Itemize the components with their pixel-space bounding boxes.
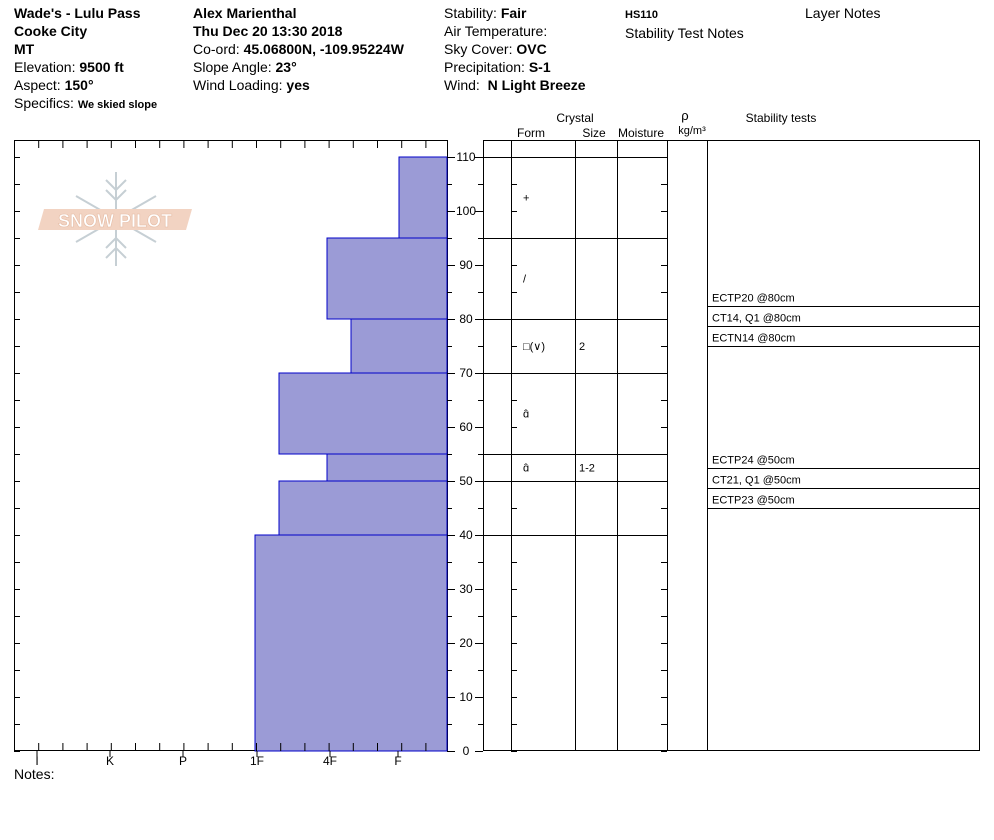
wind-value: N Light Breeze: [487, 77, 586, 93]
depth-tick-label: 60: [459, 420, 473, 434]
depth-tick-label: 20: [459, 636, 473, 650]
snowpilot-logo: SNOW PILOT: [38, 172, 192, 266]
stability-value: Fair: [500, 5, 527, 21]
notes-label: Notes:: [14, 766, 55, 782]
hardness-bar-0: [398, 156, 448, 239]
size-header: Size: [582, 126, 606, 140]
depth-tick-label: 90: [459, 258, 473, 272]
layer-form-4: ɑ̂: [523, 463, 529, 475]
layer-table-columns: [511, 140, 708, 751]
stability-test-label: ECTN14 @80cm: [712, 333, 795, 345]
hardness-tick-label: F: [394, 754, 401, 768]
sky-label: Sky Cover:: [444, 41, 513, 57]
hs-value: HS110: [625, 9, 659, 21]
layer-size-2: 2: [579, 341, 585, 353]
depth-tick-label: 40: [459, 528, 473, 542]
logo-text: SNOW PILOT: [58, 211, 172, 231]
observer-name: Alex Marienthal: [193, 5, 297, 21]
observer-info: Alex Marienthal Thu Dec 20 13:30 2018 Co…: [193, 4, 404, 94]
hardness-bar-5: [278, 480, 448, 536]
stability-test-label: CT21, Q1 @50cm: [712, 475, 801, 487]
hardness-bar-2: [350, 318, 448, 374]
hardness-tick-label: 4F: [323, 754, 337, 768]
depth-tick-label: 100: [456, 204, 476, 218]
sky-value: OVC: [516, 41, 547, 57]
stability-test-rows: ECTP24 @50cm CT21, Q1 @50cm ECTP23 @50cm EC…: [707, 293, 979, 509]
location: Cooke City: [14, 23, 88, 39]
depth-tick-label: 80: [459, 312, 473, 326]
hs-info: HS110 Stability Test Notes: [625, 4, 744, 42]
hardness-tick-label: I: [35, 754, 38, 768]
hardness-tick-labels: I K P 1F 4F F: [35, 751, 402, 768]
slope-label: Slope Angle:: [193, 59, 272, 75]
stability-test-label: ECTP23 @50cm: [712, 495, 795, 507]
frame-ticks: [14, 140, 427, 752]
hardness-tick-label: P: [179, 754, 187, 768]
precip-value: S-1: [528, 59, 551, 75]
depth-tick-label: 30: [459, 582, 473, 596]
stability-test-label: ECTP20 @80cm: [712, 293, 795, 305]
moisture-header: Moisture: [618, 126, 664, 140]
elevation-value: 9500 ft: [79, 59, 124, 75]
weather-info: Stability: Fair Air Temperature: Sky Cov…: [444, 4, 586, 94]
density-unit-header: kg/m³: [678, 125, 706, 137]
stability-tests-header: Stability tests: [746, 111, 817, 125]
elevation-label: Elevation:: [14, 59, 76, 75]
precip-label: Precipitation:: [444, 59, 525, 75]
layer-size-4: 1-2: [579, 463, 595, 475]
stability-label: Stability:: [444, 5, 497, 21]
depth-tick-label: 50: [459, 474, 473, 488]
wind-loading-value: yes: [286, 77, 310, 93]
stability-test-label: CT14, Q1 @80cm: [712, 313, 801, 325]
wind-loading-label: Wind Loading:: [193, 77, 283, 93]
depth-tick-label: 70: [459, 366, 473, 380]
depth-tick-label: 10: [459, 690, 473, 704]
coord-value: 45.06800N, -109.95224W: [243, 41, 404, 57]
site-info: Wade's - Lulu Pass Cooke City MT Elevati…: [14, 4, 157, 114]
stability-test-label: ECTP24 @50cm: [712, 455, 795, 467]
air-temp-label: Air Temperature:: [444, 23, 548, 39]
coord-label: Co-ord:: [193, 41, 240, 57]
layer-form-2: □(∨): [523, 341, 545, 353]
observation-datetime: Thu Dec 20 13:30 2018: [193, 23, 343, 39]
hardness-bar-3: [278, 372, 448, 455]
hardness-bar-1: [326, 237, 448, 320]
aspect-label: Aspect:: [14, 77, 61, 93]
aspect-value: 150°: [64, 77, 94, 93]
layer-form-1: /: [523, 274, 527, 286]
depth-tick-label: 110: [456, 150, 475, 164]
hardness-tick-label: 1F: [250, 754, 264, 768]
hardness-bar-4: [326, 453, 448, 482]
hardness-bars: [254, 156, 448, 752]
rho-header: ρ: [681, 108, 688, 123]
crystal-header: Crystal: [556, 111, 593, 125]
layer-rows: + / □(∨) 2 ɑ̂ ɑ̂ 1-2: [483, 157, 667, 536]
stability-test-notes-label: Stability Test Notes: [625, 25, 744, 41]
state: MT: [14, 41, 35, 57]
form-header: Form: [517, 126, 545, 140]
layer-form-3: ɑ̂: [523, 409, 529, 421]
specifics-label: Specifics:: [14, 95, 74, 111]
slope-value: 23°: [275, 59, 297, 75]
layer-form-0: +: [523, 193, 529, 205]
layer-notes-heading: Layer Notes: [805, 5, 881, 21]
specifics-value: We skied slope: [77, 99, 158, 111]
layer-table-frame: [483, 140, 980, 751]
hardness-bar-6: [254, 534, 448, 752]
hardness-tick-label: K: [106, 754, 114, 768]
wind-label: Wind:: [444, 77, 480, 93]
depth-tick-label: 0: [463, 744, 470, 758]
site-name: Wade's - Lulu Pass: [14, 5, 141, 21]
